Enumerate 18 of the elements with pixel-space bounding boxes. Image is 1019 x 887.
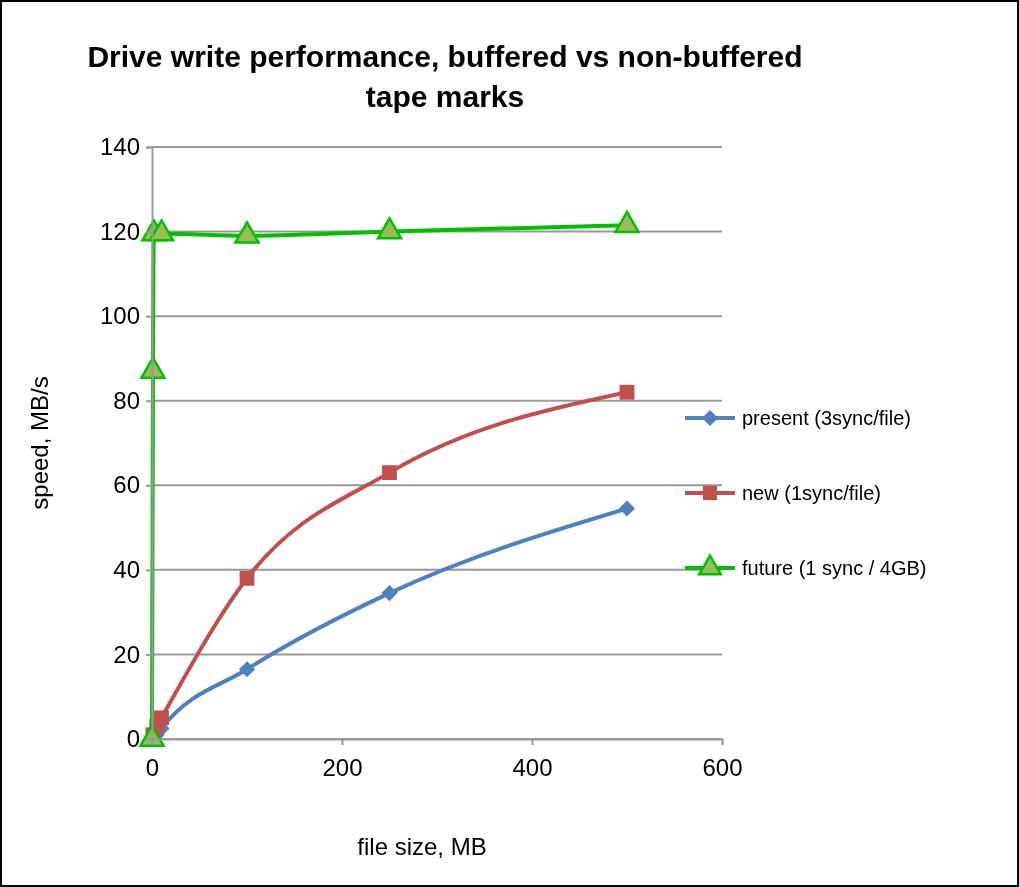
- y-tick-label: 40: [113, 556, 140, 584]
- y-tick-label: 120: [99, 217, 140, 245]
- x-tick-label: 600: [702, 754, 743, 782]
- legend-label: new (1sync/file): [742, 482, 881, 504]
- legend-label: present (3sync/file): [742, 407, 911, 429]
- chart-title: Drive write performance, buffered vs non-buffered tape marks: [87, 40, 803, 113]
- legend-label: future (1 sync / 4GB): [742, 557, 927, 579]
- x-tick-label: 200: [322, 754, 363, 782]
- x-axis-title: file size, MB: [357, 833, 487, 860]
- y-axis-title: speed, MB/s: [26, 376, 53, 510]
- y-tick-label: 140: [99, 133, 140, 161]
- y-tick-label: 80: [113, 386, 140, 414]
- y-tick-label: 100: [99, 302, 140, 330]
- y-tick-label: 60: [113, 471, 140, 499]
- x-tick-label: 400: [512, 754, 553, 782]
- y-tick-label: 0: [126, 725, 140, 753]
- x-tick-label: 0: [145, 754, 160, 782]
- y-tick-label: 20: [113, 640, 140, 668]
